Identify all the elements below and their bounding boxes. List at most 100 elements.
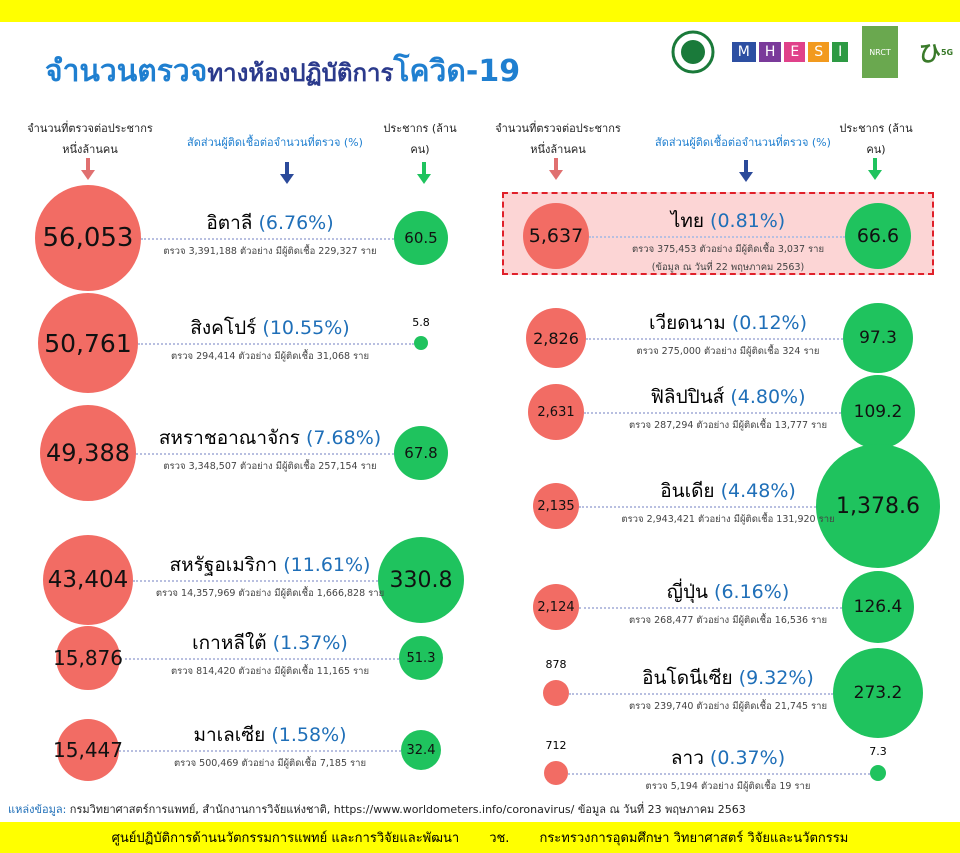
tests-per-million-bubble: 50,761 — [38, 293, 138, 393]
positivity-pct: (0.81%) — [710, 210, 786, 232]
country-label: ญี่ปุ่น — [666, 581, 709, 603]
connector-line — [579, 506, 816, 508]
source-note: แหล่งข้อมูล: กรมวิทยาศาสตร์การแพทย์, สำน… — [8, 803, 746, 816]
tests-per-million-value: 43,404 — [47, 567, 129, 593]
test-detail: ตรวจ 268,477 ตัวอย่าง มีผู้ติดเชื้อ 16,5… — [628, 615, 828, 626]
population-value: 66.6 — [856, 225, 900, 247]
country-name: เวียดนาม (0.12%) — [649, 308, 807, 338]
population-value: 273.2 — [853, 683, 903, 703]
tests-per-million-bubble — [543, 680, 569, 706]
population-bubble — [414, 336, 428, 350]
tests-per-million-value: 15,876 — [53, 646, 123, 670]
positivity-pct: (6.76%) — [258, 212, 334, 234]
test-detail: ตรวจ 287,294 ตัวอย่าง มีผู้ติดเชื้อ 13,7… — [628, 420, 828, 431]
population-bubble: 51.3 — [399, 636, 443, 680]
header-positivity: สัดส่วนผู้ติดเชื้อต่อจำนวนที่ตรวจ (%) — [655, 136, 831, 149]
down-arrow-icon — [417, 162, 431, 184]
tests-per-million-value: 15,447 — [53, 738, 123, 762]
down-arrow-icon — [868, 158, 882, 180]
population-value: 1,378.6 — [836, 493, 920, 519]
header-population: ประชากร (ล้านคน) — [839, 122, 913, 156]
down-arrow-icon — [739, 160, 753, 182]
country-label: อินโดนีเซีย — [642, 667, 733, 689]
positivity-pct: (1.58%) — [271, 724, 347, 746]
country-label: สิงคโปร์ — [190, 317, 257, 339]
tests-per-million-value: 2,124 — [537, 599, 575, 615]
population-bubble — [870, 765, 886, 781]
population-value: 5.8 — [412, 316, 430, 329]
population-bubble: 126.4 — [842, 571, 914, 643]
connector-line — [138, 343, 414, 345]
population-bubble: 32.4 — [401, 730, 441, 770]
test-detail: ตรวจ 3,391,188 ตัวอย่าง มีผู้ติดเชื้อ 22… — [163, 246, 377, 257]
connector-line — [119, 750, 401, 752]
country-label: อินเดีย — [660, 480, 715, 502]
country-name: สหราชอาณาจักร (7.68%) — [159, 423, 381, 453]
test-detail: ตรวจ 375,453 ตัวอย่าง มีผู้ติดเชื้อ 3,03… — [631, 244, 825, 255]
tests-per-million-bubble: 15,447 — [53, 719, 123, 781]
tests-per-million-bubble: 5,637 — [523, 203, 589, 269]
connector-line — [568, 773, 870, 775]
tests-per-million-bubble: 2,124 — [533, 584, 579, 630]
population-bubble: 67.8 — [394, 426, 448, 480]
tests-per-million-bubble: 15,876 — [53, 626, 123, 690]
header-positivity: สัดส่วนผู้ติดเชื้อต่อจำนวนที่ตรวจ (%) — [187, 136, 363, 149]
tests-per-million-value: 5,637 — [528, 225, 584, 247]
connector-line — [569, 693, 833, 695]
country-label: สหราชอาณาจักร — [158, 427, 300, 449]
tests-per-million-value: 2,826 — [533, 328, 579, 348]
test-detail: ตรวจ 2,943,421 ตัวอย่าง มีผู้ติดเชื้อ 13… — [621, 514, 835, 525]
tests-per-million-value: 49,388 — [46, 439, 130, 467]
tests-per-million-bubble: 2,135 — [533, 483, 579, 529]
population-value: 126.4 — [853, 597, 903, 617]
population-bubble: 66.6 — [845, 203, 911, 269]
country-label: ลาว — [670, 747, 704, 769]
tests-per-million-bubble: 56,053 — [35, 185, 141, 291]
country-label: เวียดนาม — [648, 312, 726, 334]
country-name: เกาหลีใต้ (1.37%) — [192, 628, 348, 658]
population-bubble: 109.2 — [841, 375, 915, 449]
positivity-pct: (11.61%) — [283, 554, 371, 576]
population-value: 7.3 — [869, 745, 887, 758]
population-bubble: 1,378.6 — [816, 444, 940, 568]
tests-per-million-bubble — [544, 761, 568, 785]
tests-per-million-value: 878 — [545, 658, 567, 671]
positivity-pct: (7.68%) — [305, 427, 382, 449]
country-name: อินโดนีเซีย (9.32%) — [642, 663, 814, 693]
population-bubble: 273.2 — [833, 648, 923, 738]
header-tests-per-million: จำนวนที่ตรวจต่อประชากรหนึ่งล้านคน — [27, 122, 153, 156]
population-value: 51.3 — [406, 650, 436, 666]
connector-line — [120, 658, 399, 660]
positivity-pct: (0.12%) — [731, 312, 808, 334]
test-detail: ตรวจ 239,740 ตัวอย่าง มีผู้ติดเชื้อ 21,7… — [628, 701, 828, 712]
tests-per-million-value: 2,631 — [537, 404, 575, 420]
positivity-pct: (10.55%) — [262, 317, 350, 339]
population-value: 67.8 — [404, 444, 438, 462]
connector-line — [141, 238, 394, 240]
population-bubble: 97.3 — [843, 303, 913, 373]
country-name: มาเลเซีย (1.58%) — [193, 720, 346, 750]
data-date-note: (ข้อมูล ณ วันที่ 22 พฤษภาคม 2563) — [651, 262, 805, 273]
country-label: ไทย — [670, 210, 704, 232]
test-detail: ตรวจ 3,348,507 ตัวอย่าง มีผู้ติดเชื้อ 25… — [163, 461, 377, 472]
positivity-pct: (4.48%) — [720, 480, 796, 502]
test-detail: ตรวจ 814,420 ตัวอย่าง มีผู้ติดเชื้อ 11,1… — [170, 666, 370, 677]
tests-per-million-value: 50,761 — [44, 328, 132, 358]
country-name: อินเดีย (4.48%) — [660, 476, 796, 506]
positivity-pct: (0.37%) — [709, 747, 786, 769]
connector-line — [133, 580, 378, 582]
connector-line — [584, 412, 841, 414]
country-name: อิตาลี (6.76%) — [206, 208, 333, 238]
tests-per-million-value: 56,053 — [42, 223, 134, 253]
country-name: ฟิลิปปินส์ (4.80%) — [650, 382, 805, 412]
population-value: 97.3 — [859, 328, 897, 348]
connector-line — [136, 453, 394, 455]
down-arrow-icon — [549, 158, 563, 180]
header-tests-per-million: จำนวนที่ตรวจต่อประชากรหนึ่งล้านคน — [495, 122, 621, 156]
tests-per-million-value: 712 — [545, 739, 567, 752]
tests-per-million-bubble: 2,826 — [526, 308, 586, 368]
population-value: 330.8 — [389, 567, 453, 593]
population-bubble: 330.8 — [378, 537, 464, 623]
